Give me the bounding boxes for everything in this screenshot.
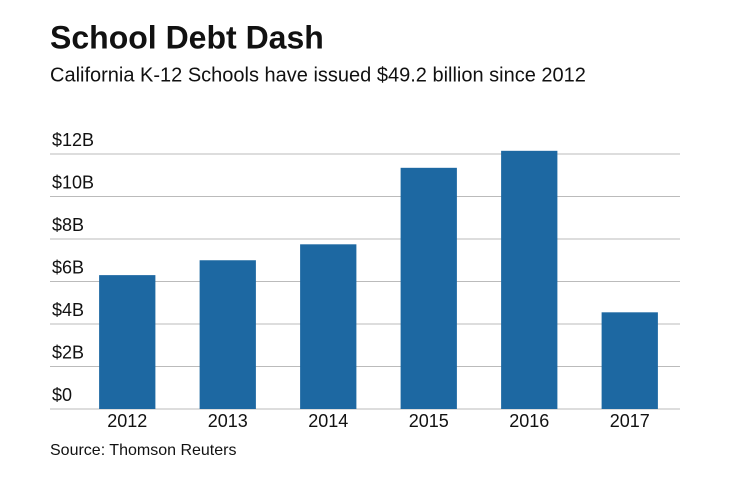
x-tick-label: 2016 (509, 411, 549, 431)
y-tick-label: $12B (52, 130, 94, 150)
y-tick-label: $4B (52, 300, 84, 320)
bar (501, 150, 558, 409)
x-tick-label: 2015 (409, 411, 449, 431)
bar (400, 167, 457, 409)
y-tick-label: $0 (52, 385, 72, 405)
bar (601, 312, 658, 409)
x-tick-label: 2013 (208, 411, 248, 431)
chart-subtitle: California K-12 Schools have issued $49.… (50, 64, 586, 86)
chart-title: School Debt Dash (50, 19, 324, 55)
x-tick-label: 2012 (107, 411, 147, 431)
y-tick-label: $6B (52, 257, 84, 277)
bar (199, 260, 256, 409)
y-tick-label: $2B (52, 342, 84, 362)
x-tick-label: 2017 (610, 411, 650, 431)
y-tick-label: $8B (52, 215, 84, 235)
x-tick-label: 2014 (308, 411, 348, 431)
bar (300, 244, 357, 409)
y-tick-label: $10B (52, 172, 94, 192)
bar (99, 275, 156, 409)
source: Source: Thomson Reuters (50, 442, 236, 459)
